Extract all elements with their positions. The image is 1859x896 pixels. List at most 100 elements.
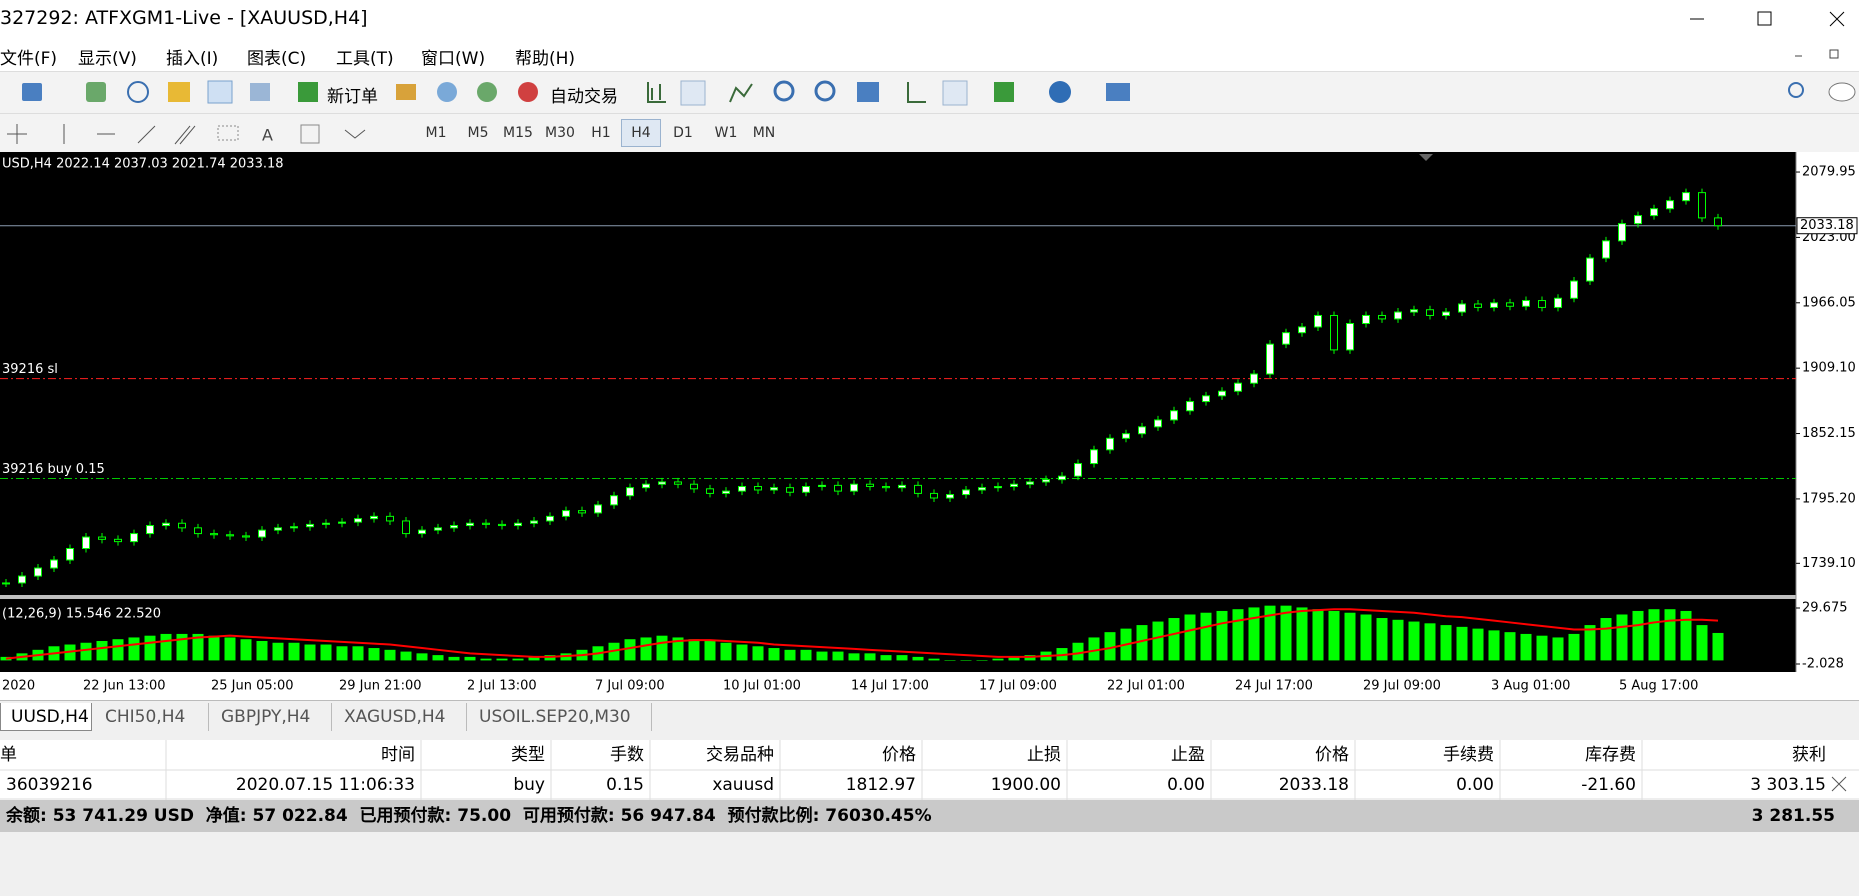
histogram-bar bbox=[432, 655, 444, 661]
histogram-bar bbox=[1136, 625, 1148, 661]
candle-body bbox=[130, 533, 138, 543]
histogram-bar bbox=[976, 660, 988, 661]
candle-body bbox=[770, 487, 778, 491]
candle-body bbox=[1490, 302, 1498, 308]
chart-tab[interactable]: CHI50,H4 bbox=[95, 703, 209, 731]
histogram-bar bbox=[1008, 656, 1020, 661]
candle-body bbox=[1426, 309, 1434, 316]
table-cell: 2033.18 bbox=[1278, 775, 1349, 795]
menu-item[interactable]: 显示(V) bbox=[78, 49, 137, 69]
candle-body bbox=[1218, 390, 1226, 397]
candle-body bbox=[866, 483, 874, 488]
table-cell: 2020.07.15 11:06:33 bbox=[235, 775, 415, 795]
candle-body bbox=[1650, 208, 1658, 217]
histogram-bar bbox=[736, 644, 748, 661]
candle-body bbox=[1090, 449, 1098, 465]
account-summary: 余额: 53 741.29 USD 净值: 57 022.84 已用预付款: 7… bbox=[6, 806, 932, 826]
menu-bar: 文件(F) 显示(V) 插入(I) 图表(C) 工具(T) 窗口(W) 帮助(H) bbox=[0, 38, 1859, 71]
timeframe-button[interactable]: M5 bbox=[467, 125, 489, 141]
chart-window: USD,H4 2022.14 2037.03 2021.74 2033.18 20… bbox=[0, 152, 1859, 700]
menu-item[interactable]: 图表(C) bbox=[247, 49, 307, 69]
chart-tab[interactable]: USOIL.SEP20,M30 bbox=[469, 703, 652, 731]
candle-body bbox=[498, 523, 506, 527]
timeframe-button[interactable]: M1 bbox=[425, 125, 447, 141]
y-tick-label: 1909.10 bbox=[1802, 361, 1856, 376]
timeframe-button[interactable]: M15 bbox=[503, 125, 533, 141]
x-tick-label: 10 Jul 01:00 bbox=[723, 679, 801, 694]
close[interactable] bbox=[1829, 11, 1845, 27]
histogram-bar bbox=[944, 660, 956, 661]
candle-body bbox=[1458, 303, 1466, 313]
histogram-bar bbox=[384, 649, 396, 661]
timeframe-button[interactable]: W1 bbox=[714, 125, 738, 141]
candle-body bbox=[834, 484, 842, 492]
histogram-bar bbox=[320, 644, 332, 661]
trade-table: 单 时间 类型 手数 交易品种 价格 止损 止盈 价格 手续费 库存费 获利 36039216 2020.… bbox=[0, 740, 1859, 800]
chart-tab[interactable]: UUSD,H4 bbox=[0, 703, 92, 731]
histogram-bar bbox=[1072, 642, 1084, 661]
menu-item[interactable]: 窗口(W) bbox=[421, 49, 486, 69]
histogram-bar bbox=[1312, 609, 1324, 661]
mdi-controls[interactable] bbox=[1780, 44, 1859, 66]
histogram-bar bbox=[144, 635, 156, 661]
timeframe-button[interactable]: H1 bbox=[591, 125, 611, 141]
candle-body bbox=[162, 522, 170, 527]
timeframe-button[interactable]: M30 bbox=[545, 125, 575, 141]
histogram-bar bbox=[160, 633, 172, 661]
candle-body bbox=[2, 582, 10, 585]
window-controls[interactable] bbox=[1660, 0, 1859, 38]
candle-body bbox=[226, 534, 234, 537]
histogram-bar bbox=[832, 651, 844, 661]
histogram-bar bbox=[1184, 614, 1196, 661]
candle-body bbox=[1058, 475, 1066, 481]
candle-body bbox=[82, 536, 90, 550]
histogram-bar bbox=[368, 648, 380, 661]
candle-body bbox=[514, 522, 522, 527]
timeframe-button[interactable]: MN bbox=[752, 125, 776, 141]
chart-tab[interactable]: XAGUSD,H4 bbox=[334, 703, 467, 731]
candle-body bbox=[930, 492, 938, 499]
table-header: 交易品种 bbox=[706, 745, 774, 765]
candle-body bbox=[178, 522, 186, 529]
menu-item[interactable]: 插入(I) bbox=[166, 49, 219, 69]
chart-tab[interactable]: GBPJPY,H4 bbox=[211, 703, 332, 731]
indicator-info: (12,26,9) 15.546 22.520 bbox=[2, 607, 161, 622]
candle-body bbox=[562, 510, 570, 517]
candle-body bbox=[1618, 223, 1626, 242]
candle-body bbox=[1682, 192, 1690, 202]
x-tick-label: 24 Jul 17:00 bbox=[1235, 679, 1313, 694]
histogram-bar bbox=[1328, 610, 1340, 661]
candle-body bbox=[1442, 311, 1450, 316]
x-tick-label: 22 Jun 13:00 bbox=[83, 679, 166, 694]
menu-item[interactable]: 帮助(H) bbox=[515, 49, 576, 69]
histogram-bar bbox=[336, 646, 348, 661]
histogram-bar bbox=[1472, 628, 1484, 661]
candle-body bbox=[1250, 373, 1258, 384]
order-level-label: 39216 sl bbox=[2, 362, 58, 377]
candle-body bbox=[610, 495, 618, 506]
histogram-bar bbox=[656, 635, 668, 661]
histogram-bar bbox=[1648, 609, 1660, 661]
histogram-bar bbox=[928, 658, 940, 661]
candle-body bbox=[338, 521, 346, 524]
menu-item[interactable]: 文件(F) bbox=[0, 49, 58, 69]
chart-tabs: UUSD,H4 CHI50,H4 GBPJPY,H4 XAGUSD,H4 USOIL.S… bbox=[0, 700, 1859, 735]
auto-trading-button[interactable]: 自动交易 bbox=[550, 87, 618, 107]
toolbar: 新订单 自动交易 bbox=[0, 71, 1859, 114]
candle-body bbox=[1634, 215, 1642, 225]
candle-body bbox=[754, 486, 762, 491]
x-tick-label: 5 Aug 17:00 bbox=[1619, 679, 1698, 694]
candle-body bbox=[642, 483, 650, 489]
candle-body bbox=[1202, 395, 1210, 403]
maximize[interactable] bbox=[1757, 11, 1772, 26]
candle-body bbox=[1122, 433, 1130, 439]
histogram-bar bbox=[768, 648, 780, 661]
histogram-bar bbox=[624, 639, 636, 661]
histogram-bar bbox=[288, 642, 300, 661]
timeframe-button[interactable]: H4 bbox=[621, 119, 661, 147]
timeframe-button[interactable]: D1 bbox=[673, 125, 693, 141]
menu-item[interactable]: 工具(T) bbox=[336, 49, 394, 69]
candle-body bbox=[306, 523, 314, 528]
new-order-button[interactable]: 新订单 bbox=[327, 87, 378, 107]
signal-line bbox=[5, 608, 1719, 660]
